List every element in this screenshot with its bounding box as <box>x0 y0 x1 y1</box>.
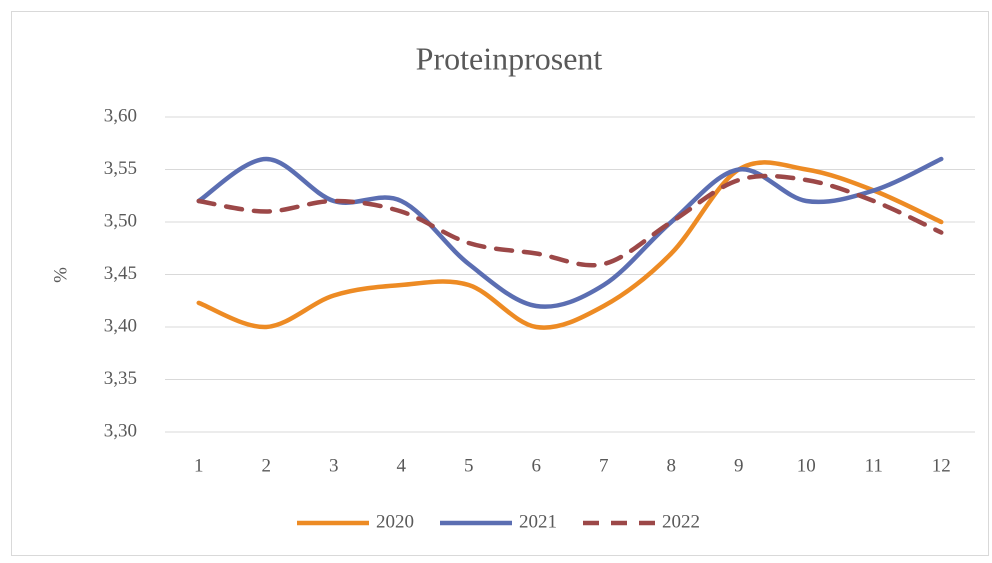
chart-border <box>11 11 989 556</box>
y-tick-label: 3,30 <box>104 420 137 441</box>
legend-label: 2021 <box>519 511 557 532</box>
y-tick-label: 3,60 <box>104 105 137 126</box>
x-tick-label: 5 <box>464 455 474 476</box>
series-line <box>196 160 944 330</box>
x-tick-label: 6 <box>532 455 542 476</box>
y-tick-label: 3,40 <box>104 315 137 336</box>
y-tick-label: 3,35 <box>104 368 137 389</box>
x-tick-label: 8 <box>667 455 677 476</box>
x-tick-label: 12 <box>932 455 951 476</box>
x-tick-label: 4 <box>397 455 407 476</box>
x-tick-label: 11 <box>865 455 883 476</box>
y-tick-label: 3,50 <box>104 210 137 231</box>
series-line <box>196 156 944 309</box>
x-tick-label: 1 <box>194 455 204 476</box>
x-tick-label: 9 <box>734 455 744 476</box>
legend-label: 2020 <box>376 511 414 532</box>
x-tick-label: 10 <box>797 455 816 476</box>
y-axis-label: % <box>50 267 71 283</box>
x-tick-label: 3 <box>329 455 339 476</box>
series-line <box>196 173 944 268</box>
legend-label: 2022 <box>662 511 700 532</box>
chart-title: Proteinprosent <box>416 40 603 76</box>
y-tick-label: 3,45 <box>104 263 137 284</box>
y-tick-label: 3,55 <box>104 158 137 179</box>
x-tick-label: 2 <box>262 455 272 476</box>
x-tick-label: 7 <box>599 455 609 476</box>
